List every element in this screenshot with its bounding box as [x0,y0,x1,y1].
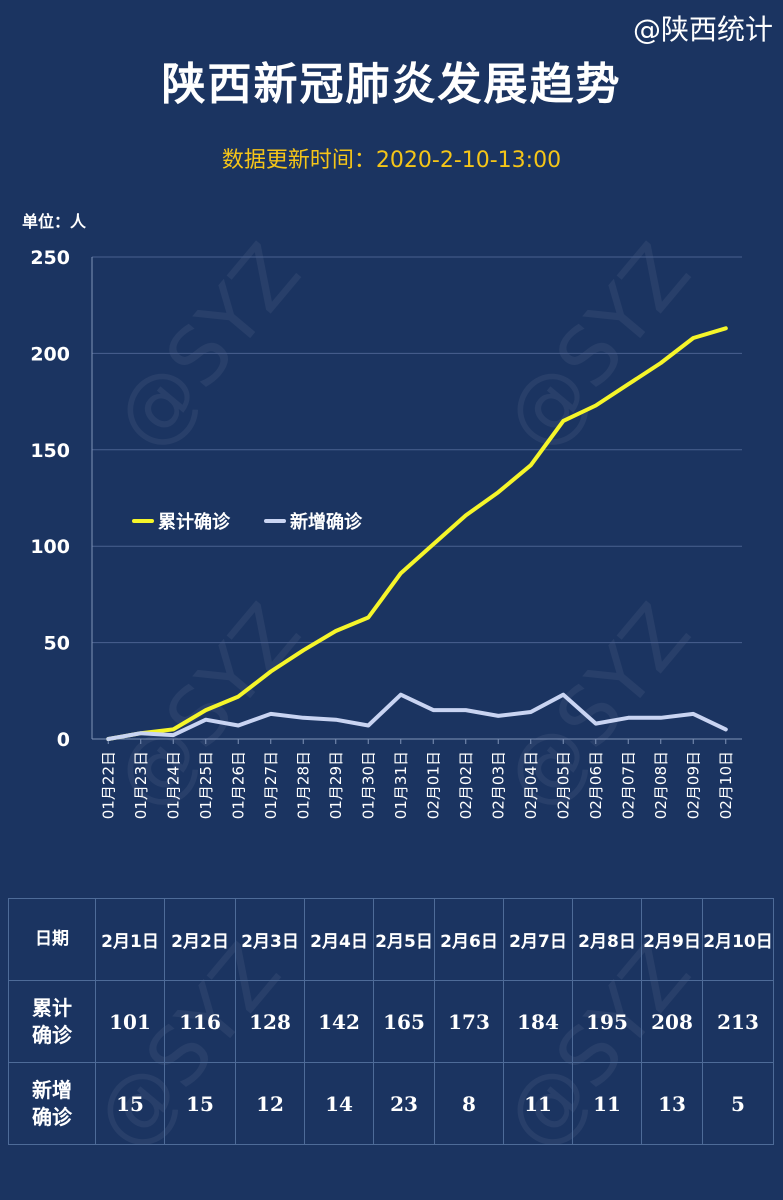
x-tick-label: 02月04日 [522,751,540,819]
table-cell-new: 15 [95,1062,165,1145]
legend-item-cumulative: 累计确诊 [132,508,230,534]
x-tick-label: 01月29日 [327,751,345,819]
y-tick-label: 150 [30,440,70,462]
x-tick-label: 02月03日 [489,751,507,819]
x-tick-label: 01月30日 [359,751,377,819]
x-tick-label: 01月25日 [197,751,215,819]
y-tick-label: 250 [30,247,70,269]
x-tick-label: 01月28日 [294,751,312,819]
table-cell-date: 2月7日 [503,898,573,981]
x-tick-label: 02月02日 [457,751,475,819]
table-cell-date: 2月3日 [235,898,305,981]
table-row-new: 新增 确诊 15 15 12 14 23 8 11 11 13 5 [8,1062,774,1145]
x-tick-label: 01月26日 [229,751,247,819]
table-label-cumulative: 累计 确诊 [8,980,96,1063]
x-tick-label: 02月07日 [619,751,637,819]
legend-item-new: 新增确诊 [264,508,362,534]
table-cell-new: 11 [503,1062,573,1145]
x-tick-label: 01月23日 [132,751,150,819]
x-tick-label: 02月09日 [684,751,702,819]
table-cell-cumulative: 128 [235,980,305,1063]
x-tick-label: 01月24日 [164,751,182,819]
table-cell-cumulative: 101 [95,980,165,1063]
x-tick-label: 02月10日 [717,751,735,819]
x-tick-label: 02月05日 [554,751,572,819]
table-label-cumulative-line2: 确诊 [32,1022,72,1047]
y-tick-label: 0 [57,729,70,751]
table-cell-date: 2月8日 [572,898,642,981]
table-cell-cumulative: 173 [434,980,504,1063]
series-line-cumulative [106,326,728,741]
table-cell-date: 2月10日 [702,898,774,981]
page-title: 陕西新冠肺炎发展趋势 [161,59,622,110]
table-cell-date: 2月5日 [373,898,435,981]
table-cell-cumulative: 195 [572,980,642,1063]
table-cell-new: 14 [304,1062,374,1145]
table-cell-date: 2月2日 [164,898,236,981]
table-label-date: 日期 [8,898,96,981]
unit-label: 单位：人 [22,212,87,231]
table-cell-cumulative: 184 [503,980,573,1063]
table-cell-date: 2月4日 [304,898,374,981]
table-cell-new: 23 [373,1062,435,1145]
table-row-cumulative: 累计 确诊 101 116 128 142 165 173 184 195 208 213 [8,980,774,1063]
x-tick-label: 01月27日 [262,751,280,819]
table-cell-cumulative: 116 [164,980,236,1063]
data-table: 日期 2月1日 2月2日 2月3日 2月4日 2月5日 2月6日 2月7日 2月8日 2月9日 2… [8,898,774,1145]
table-label-new-line2: 确诊 [32,1104,72,1129]
x-tick-label: 01月31日 [392,751,410,819]
chart-legend: 累计确诊 新增确诊 [132,508,362,534]
table-cell-cumulative: 142 [304,980,374,1063]
table-cell-date: 2月6日 [434,898,504,981]
legend-swatch-cumulative [132,519,154,523]
table-cell-cumulative: 165 [373,980,435,1063]
x-tick-label: 02月06日 [587,751,605,819]
table-cell-new: 12 [235,1062,305,1145]
legend-label-cumulative: 累计确诊 [158,512,230,533]
y-tick-label: 100 [30,536,70,558]
table-cell-date: 2月9日 [641,898,703,981]
x-tick-label: 02月01日 [424,751,442,819]
x-tick-label: 02月08日 [652,751,670,819]
series-line-new [106,692,728,741]
legend-swatch-new [264,519,286,523]
table-cell-new: 8 [434,1062,504,1145]
table-cell-cumulative: 208 [641,980,703,1063]
table-cell-cumulative: 213 [702,980,774,1063]
x-tick-label: 01月22日 [99,751,117,819]
source-watermark: @陕西统计 [632,13,773,46]
table-cell-new: 11 [572,1062,642,1145]
table-label-new-line1: 新增 [32,1077,72,1102]
table-cell-new: 5 [702,1062,774,1145]
table-label-new: 新增 确诊 [8,1062,96,1145]
table-row-dates: 日期 2月1日 2月2日 2月3日 2月4日 2月5日 2月6日 2月7日 2月8日 2月9日 2… [8,898,774,981]
table-cell-date: 2月1日 [95,898,165,981]
legend-label-new: 新增确诊 [290,512,362,533]
trend-chart: 0 50 100 150 200 250 01月22日 01月23日 01月24日 01月25日 0… [30,247,742,819]
table-cell-new: 15 [164,1062,236,1145]
table-cell-new: 13 [641,1062,703,1145]
table-label-cumulative-line1: 累计 [32,995,72,1020]
update-time: 数据更新时间：2020-2-10-13:00 [221,148,562,173]
y-tick-label: 200 [30,343,70,365]
y-tick-label: 50 [44,633,70,655]
